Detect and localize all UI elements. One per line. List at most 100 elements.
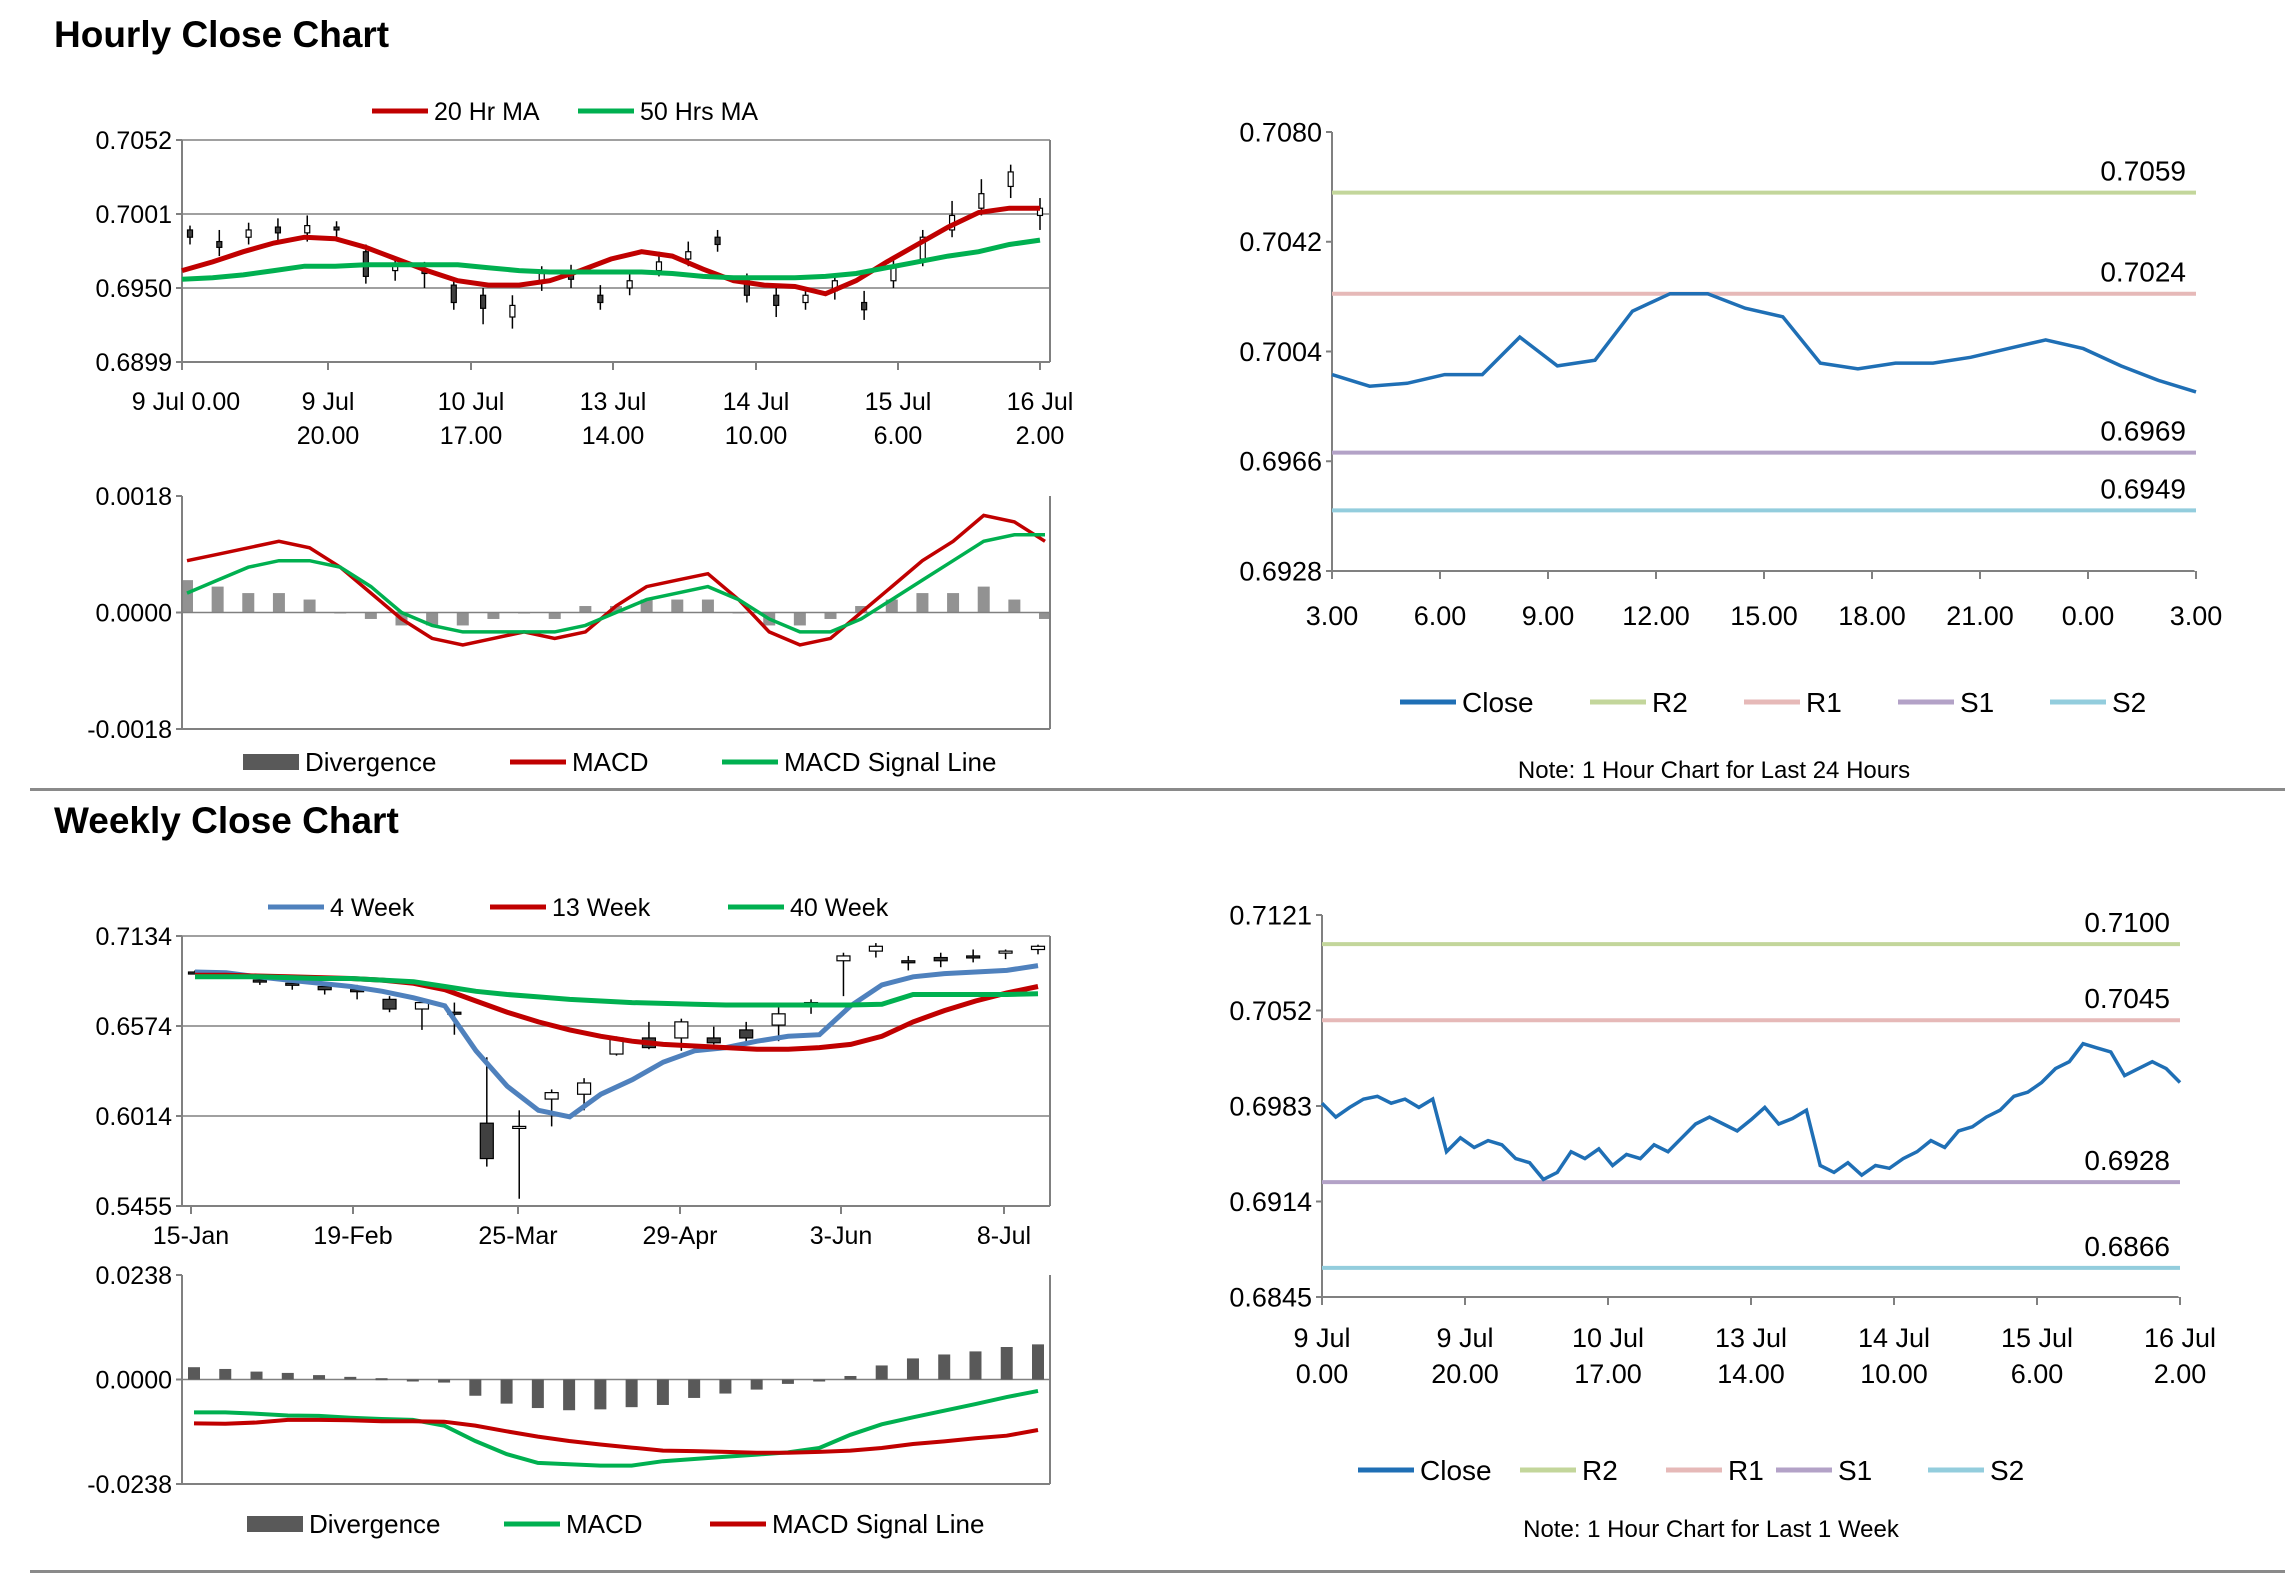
x-tick-label: 9 Jul xyxy=(302,388,355,416)
hourly-section-title: Hourly Close Chart xyxy=(54,14,390,55)
x-tick-label: 16 Jul xyxy=(1007,388,1074,416)
chart-note: Note: 1 Hour Chart for Last 24 Hours xyxy=(1518,757,1910,784)
divergence-bar xyxy=(906,1358,919,1380)
x-tick-label: 19-Feb xyxy=(313,1222,392,1250)
legend-label: MACD xyxy=(566,1509,643,1539)
y-tick-label: -0.0238 xyxy=(87,1471,172,1499)
level-label-s2: 0.6949 xyxy=(2100,473,2186,504)
divergence-bar xyxy=(281,1372,294,1380)
candle-body xyxy=(245,229,252,238)
divergence-bar xyxy=(250,1371,263,1380)
divergence-bar xyxy=(781,1379,794,1384)
candle-body xyxy=(802,294,809,304)
candle-body xyxy=(414,1001,430,1010)
divergence-bar xyxy=(793,612,806,626)
y-tick-label: 0.6899 xyxy=(96,349,172,377)
divergence-bar xyxy=(916,593,929,613)
divergence-bar xyxy=(334,612,347,614)
candle-body xyxy=(450,284,457,304)
divergence-bar xyxy=(487,612,500,619)
candle-body xyxy=(576,1082,592,1095)
legend-label: MACD Signal Line xyxy=(784,747,996,777)
legend-label: R2 xyxy=(1652,687,1688,718)
divergence-bar xyxy=(406,1379,419,1382)
divergence-bar xyxy=(656,1379,669,1405)
divergence-bar xyxy=(364,612,377,619)
y-tick-label: 0.7042 xyxy=(1239,227,1322,257)
legend-label: 50 Hrs MA xyxy=(640,98,758,126)
candle-body xyxy=(901,960,916,964)
x-tick-label: 13 Jul xyxy=(580,388,647,416)
ma-line-50-hrs-ma xyxy=(181,237,1041,282)
legend-label: 4 Week xyxy=(330,894,415,922)
candle-body xyxy=(304,225,311,234)
divergence-bar xyxy=(375,1378,388,1381)
x-tick-label: 2.00 xyxy=(2154,1359,2207,1389)
x-tick-label: 17.00 xyxy=(1574,1359,1642,1389)
hourly-candle-chart: 0.7052 0.7001 0.6950 0.6899 9 Jul 0.00 9 Jul 2… xyxy=(96,98,1074,450)
candle-body xyxy=(544,1092,559,1100)
divergence-bar xyxy=(211,586,224,613)
divergence-bar xyxy=(344,1376,357,1380)
y-tick-label: 0.0238 xyxy=(96,1262,172,1290)
y-tick-label: 0.7134 xyxy=(96,923,173,951)
legend-label: Close xyxy=(1462,687,1534,718)
x-tick-label: 0.00 xyxy=(1296,1359,1349,1389)
divergence-bar xyxy=(625,1379,638,1408)
y-tick-label: 0.6845 xyxy=(1229,1282,1312,1312)
divergence-bar xyxy=(719,1379,732,1394)
candle-body xyxy=(706,1037,721,1044)
legend-label: R2 xyxy=(1582,1455,1618,1486)
candle-body xyxy=(868,945,883,952)
candle-body xyxy=(714,236,721,246)
x-tick-label: 29-Apr xyxy=(642,1222,717,1250)
legend-label: 40 Week xyxy=(790,894,889,922)
macd-line-macd xyxy=(194,1388,1039,1468)
legend-label: S1 xyxy=(1838,1455,1872,1486)
x-tick-label: 14 Jul xyxy=(1858,1323,1930,1353)
bottom-divider xyxy=(30,1570,2285,1573)
divergence-bar xyxy=(594,1379,607,1410)
macd-line-macd-signal-line xyxy=(193,1417,1039,1455)
legend-label: Divergence xyxy=(309,1509,441,1539)
y-tick-label: 0.0018 xyxy=(96,483,172,511)
y-tick-label: 0.7052 xyxy=(96,127,172,155)
divergence-bar xyxy=(1032,1344,1044,1380)
divergence-bar xyxy=(188,1367,200,1380)
y-tick-label: 0.6928 xyxy=(1239,556,1322,586)
divergence-bar xyxy=(242,593,255,613)
candle-body xyxy=(836,955,851,962)
divergence-bar xyxy=(438,1379,451,1383)
weekly-section-title: Weekly Close Chart xyxy=(54,800,399,841)
x-tick-label: 14.00 xyxy=(582,422,645,450)
x-tick-label: 15.00 xyxy=(1730,601,1798,631)
x-tick-label: 21.00 xyxy=(1946,601,2014,631)
candle-body xyxy=(479,1122,494,1160)
x-tick-label: 3.00 xyxy=(2170,601,2223,631)
candle-body xyxy=(1007,171,1014,188)
divergence-bar xyxy=(303,599,316,613)
candle-body xyxy=(382,998,397,1010)
y-tick-label: 0.6574 xyxy=(96,1013,173,1041)
divergence-bar xyxy=(518,612,531,614)
macd-line-macd xyxy=(186,513,1046,647)
candle-body xyxy=(978,193,985,209)
candle-body xyxy=(1030,945,1046,951)
divergence-bar xyxy=(844,1375,857,1380)
legend-label: S2 xyxy=(1990,1455,2024,1486)
divergence-bar xyxy=(824,612,837,619)
divergence-bar xyxy=(701,599,714,613)
hourly-macd-chart: 0.0018 0.0000 -0.0018 Divergence MACD MACD Si… xyxy=(87,483,1051,777)
candle-body xyxy=(655,261,663,272)
candle-body xyxy=(186,229,194,238)
x-tick-label: 12.00 xyxy=(1622,601,1690,631)
legend-label: R1 xyxy=(1806,687,1842,718)
legend-swatch xyxy=(243,754,299,770)
x-tick-label: 20.00 xyxy=(297,422,360,450)
legend-label: MACD Signal Line xyxy=(772,1509,984,1539)
x-tick-label: 13 Jul xyxy=(1715,1323,1787,1353)
x-tick-label: 14.00 xyxy=(1717,1359,1785,1389)
divergence-bar xyxy=(750,1379,763,1390)
candle-body xyxy=(739,1029,754,1039)
divergence-bar xyxy=(688,1379,701,1398)
